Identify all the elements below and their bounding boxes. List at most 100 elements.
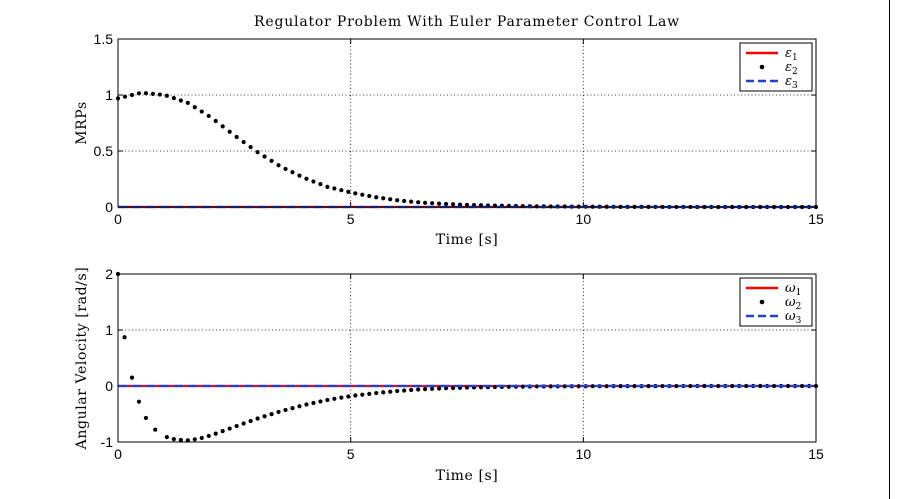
data-point <box>213 118 218 124</box>
legend-entry: ω2 <box>759 295 801 312</box>
data-point <box>346 394 351 399</box>
data-point <box>297 173 302 178</box>
data-point <box>241 421 246 426</box>
chart-1: 0 5 10 15 0 0.5 1 1.5 Regulator Problem With Eul… <box>74 14 824 248</box>
data-point <box>716 383 721 389</box>
chart-title: Regulator Problem With Euler Parameter C… <box>254 14 680 30</box>
data-point <box>730 383 735 389</box>
data-point <box>660 383 665 389</box>
legend-label: ε3 <box>785 74 798 91</box>
data-point <box>269 412 274 417</box>
data-point <box>122 94 128 99</box>
data-point <box>332 186 337 191</box>
data-point <box>290 170 295 175</box>
data-point <box>339 395 344 400</box>
data-point <box>758 383 763 389</box>
data-point <box>590 384 595 389</box>
data-point <box>122 335 127 340</box>
data-point <box>772 383 777 389</box>
legend-box <box>739 42 813 92</box>
y-tick-label: 1 <box>105 322 113 338</box>
series-ω2-points <box>115 271 819 443</box>
data-point <box>129 92 135 98</box>
legend-marker <box>759 64 765 70</box>
data-point <box>171 436 176 442</box>
data-point <box>234 423 239 429</box>
data-point <box>374 195 379 200</box>
data-point <box>646 383 651 389</box>
data-point <box>388 389 393 394</box>
data-point <box>311 400 316 406</box>
y-tick-label: 1.5 <box>94 31 114 47</box>
data-point <box>241 139 246 145</box>
data-point <box>220 428 225 434</box>
data-point <box>409 387 414 393</box>
data-point <box>353 191 358 196</box>
legend-marker <box>759 299 765 305</box>
x-axis-label: Time [s] <box>436 468 499 484</box>
data-point <box>353 393 358 398</box>
data-point <box>374 390 379 396</box>
data-point <box>136 399 142 404</box>
data-point <box>325 184 330 189</box>
data-point <box>164 434 169 440</box>
data-point <box>702 383 707 389</box>
data-point <box>688 383 693 389</box>
data-point <box>227 129 232 134</box>
data-point <box>506 384 511 389</box>
data-point <box>360 392 365 397</box>
data-point <box>423 387 428 392</box>
legend-label: ω2 <box>785 295 801 312</box>
data-point <box>269 158 274 163</box>
data-point <box>199 435 204 441</box>
x-tick-label: 5 <box>347 446 355 462</box>
axes-frame <box>117 273 817 443</box>
data-point <box>262 154 267 159</box>
data-point <box>381 196 386 201</box>
y-tick-label: 0 <box>105 378 113 394</box>
y-tick-label: 0.5 <box>94 143 114 159</box>
data-point <box>534 384 539 389</box>
data-point <box>423 200 428 205</box>
x-tick-label: 5 <box>347 211 355 227</box>
data-point <box>276 409 281 415</box>
data-point <box>318 182 323 187</box>
data-point <box>199 109 204 114</box>
data-point <box>192 105 197 110</box>
data-point <box>311 179 316 184</box>
x-tick-label: 10 <box>576 446 592 462</box>
x-tick-label: 15 <box>808 211 824 227</box>
data-point <box>192 437 197 442</box>
y-tick-label: -1 <box>101 434 114 450</box>
legend-label: ω1 <box>785 281 801 298</box>
data-point <box>430 201 435 206</box>
data-point <box>388 197 393 202</box>
data-point <box>304 402 309 407</box>
data-point <box>143 415 149 421</box>
data-point <box>346 189 351 194</box>
data-point <box>381 390 386 395</box>
data-point <box>213 431 218 436</box>
data-point <box>436 386 442 391</box>
data-point <box>283 166 288 172</box>
data-point <box>185 100 190 105</box>
data-point <box>395 198 400 203</box>
data-point <box>402 388 407 393</box>
y-tick-label: 0 <box>105 199 113 215</box>
legend-entry: ε1 <box>746 46 798 63</box>
x-tick-label: 10 <box>576 211 592 227</box>
data-point <box>430 386 435 391</box>
data-point <box>276 163 281 168</box>
data-point <box>416 200 421 205</box>
legend-label: ω3 <box>785 309 802 326</box>
x-tick-label: 0 <box>114 211 122 227</box>
data-point <box>255 416 260 421</box>
data-point <box>220 124 225 129</box>
data-point <box>283 407 288 413</box>
data-point <box>416 387 421 392</box>
y-axis-label: MRPs <box>74 101 90 145</box>
data-point <box>136 91 142 96</box>
